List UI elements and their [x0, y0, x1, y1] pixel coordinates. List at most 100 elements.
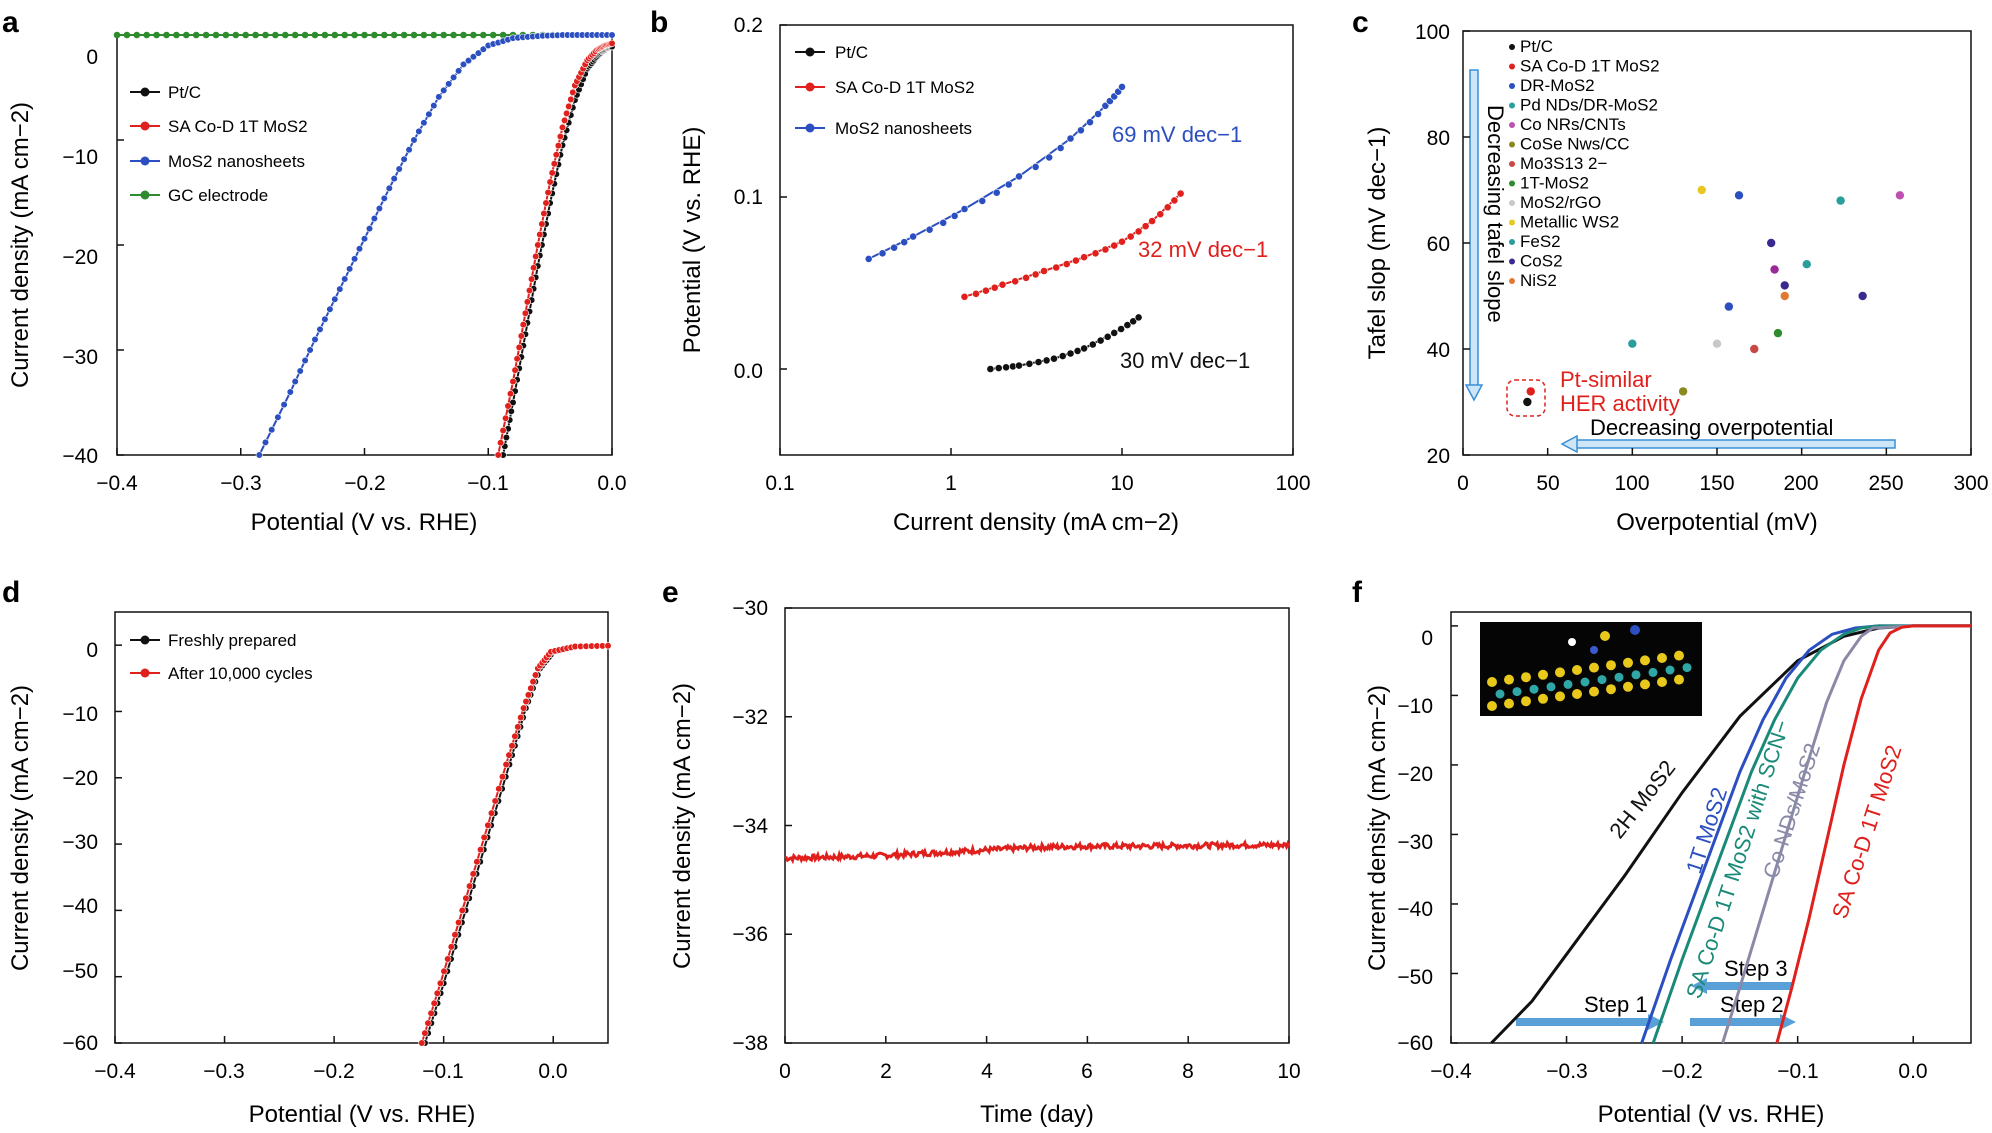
inset-molybdenum-atom	[1648, 667, 1658, 677]
series-2-point	[326, 305, 334, 313]
legend-c-marker-6	[1509, 161, 1515, 167]
legend-c-marker-8	[1509, 200, 1515, 206]
panel-b-ytick-1: 0.1	[734, 186, 763, 209]
series-3-point	[450, 31, 457, 39]
scatter-point-15	[1770, 265, 1779, 274]
legend-label-b-mos2: MoS2 nanosheets	[835, 119, 972, 138]
panel-d-ytick-3: −30	[62, 831, 98, 854]
panel-c-xtick-2: 100	[1614, 472, 1649, 495]
inset-sulfur-atom	[1657, 677, 1667, 687]
series-1-point	[990, 283, 999, 292]
inset-sulfur-atom	[1606, 660, 1616, 671]
panel-c-ytick-0: 20	[1427, 445, 1450, 468]
series-1-point	[982, 286, 990, 295]
series-1-point	[1040, 267, 1048, 275]
panel-c-xtick-6: 300	[1953, 472, 1988, 495]
series-2-point	[1094, 110, 1102, 118]
series-1-point	[565, 102, 573, 110]
series-2-point	[268, 426, 276, 434]
series-1-point	[497, 439, 505, 447]
panel-e-plot-area	[784, 607, 1291, 1044]
series-1-point	[1052, 263, 1061, 272]
series-3-point	[282, 31, 289, 39]
inset-nitrogen-atom	[1630, 625, 1640, 635]
panel-d-xtick-0: −0.4	[94, 1060, 136, 1083]
panel-d-xtick-3: −0.1	[422, 1060, 463, 1083]
series-3-point	[400, 31, 408, 39]
panel-e-xtick-5: 10	[1277, 1060, 1300, 1083]
panel-e-ytick-4: −38	[732, 1032, 768, 1055]
panel-label-c: c	[1352, 6, 1369, 39]
series-3-point	[232, 31, 240, 39]
inset-structure-image	[1480, 622, 1702, 716]
series-2-point	[360, 235, 369, 243]
series-1-point	[494, 451, 502, 459]
series-2-point	[415, 127, 423, 135]
series-1-point	[519, 704, 528, 712]
series-3-point	[410, 31, 418, 39]
series-1-point	[440, 967, 448, 975]
legend-label-sa-co-d: SA Co-D 1T MoS2	[168, 117, 308, 136]
series-1-point	[544, 188, 552, 197]
panel-f-ytick-6: −60	[1397, 1032, 1433, 1055]
panel-e-frame	[784, 607, 1290, 1044]
panel-d-ytick-5: −50	[62, 960, 98, 983]
series-3-point	[212, 31, 220, 39]
series-1-point	[505, 751, 513, 759]
series-0-point	[1088, 340, 1097, 349]
series-1-point	[1110, 241, 1119, 250]
legend-label-b-sa-co-d: SA Co-D 1T MoS2	[835, 78, 975, 97]
series-1-point	[1031, 270, 1040, 279]
series-2-point	[346, 265, 354, 273]
series-line-0	[990, 316, 1140, 370]
series-0-point	[1110, 328, 1119, 337]
panel-f-ylabel: Current density (mA cm−2)	[1364, 685, 1391, 971]
series-0-point	[502, 433, 511, 442]
panel-c-ytick-1: 40	[1427, 339, 1450, 362]
panel-c-xlabel: Overpotential (mV)	[1616, 509, 1817, 536]
series-1-point	[1141, 222, 1150, 231]
panel-b-ytick-0: 0.0	[734, 360, 763, 383]
panel-d-ytick-2: −20	[62, 767, 98, 790]
series-line-2	[1651, 624, 1971, 1044]
panel-c-ytick-3: 80	[1427, 127, 1450, 150]
legend-c-marker-11	[1509, 258, 1515, 265]
scatter-point-16	[1724, 302, 1734, 311]
panel-f-xlabel: Potential (V vs. RHE)	[1598, 1101, 1825, 1128]
panel-e-ytick-3: −36	[732, 923, 768, 946]
series-1-point	[1101, 245, 1110, 254]
series-0-point	[1123, 321, 1132, 329]
panel-f-ytick-1: −10	[1397, 695, 1433, 718]
inset-sulfur-atom	[1623, 681, 1633, 692]
series-0-point	[994, 364, 1003, 372]
panel-f-xtick-1: −0.3	[1546, 1060, 1587, 1083]
inset-molybdenum-atom	[1495, 689, 1505, 699]
series-1-point	[548, 169, 556, 177]
series-1-point	[527, 684, 535, 692]
panel-d-ytick-6: −60	[62, 1032, 98, 1055]
scatter-point-12	[1766, 238, 1776, 248]
legend-entry-gc-electrode: GC electrode	[130, 186, 268, 205]
legend-c-marker-0	[1509, 44, 1515, 50]
series-2-point	[420, 119, 428, 127]
series-1-point	[536, 230, 544, 239]
series-1-point	[529, 264, 538, 272]
panel-c: c 20 40 60 80 100 0 50 100 150 200 250 3…	[1352, 6, 1989, 536]
series-2-point	[261, 438, 270, 447]
series-3-point	[381, 31, 388, 39]
legend-entry-sa-co-d: SA Co-D 1T MoS2	[130, 117, 308, 136]
series-1-point	[480, 833, 488, 842]
series-1-point	[517, 713, 525, 722]
panel-b-xlabel: Current density (mA cm−2)	[893, 509, 1179, 536]
series-1-point	[499, 426, 507, 435]
panel-c-xtick-0: 0	[1457, 472, 1469, 495]
series-1-point	[509, 377, 517, 386]
series-0-point	[1103, 332, 1112, 341]
legend-entry-ptc: Pt/C	[130, 83, 201, 102]
panel-label-d: d	[2, 576, 20, 609]
step-arrows: Step 1 Step 2 Step 3	[1516, 956, 1796, 1030]
series-2-point	[435, 93, 443, 101]
legend-label-fresh: Freshly prepared	[168, 631, 297, 650]
series-1-point	[532, 252, 540, 260]
legend-label-mos2-nanosheets: MoS2 nanosheets	[168, 152, 305, 171]
